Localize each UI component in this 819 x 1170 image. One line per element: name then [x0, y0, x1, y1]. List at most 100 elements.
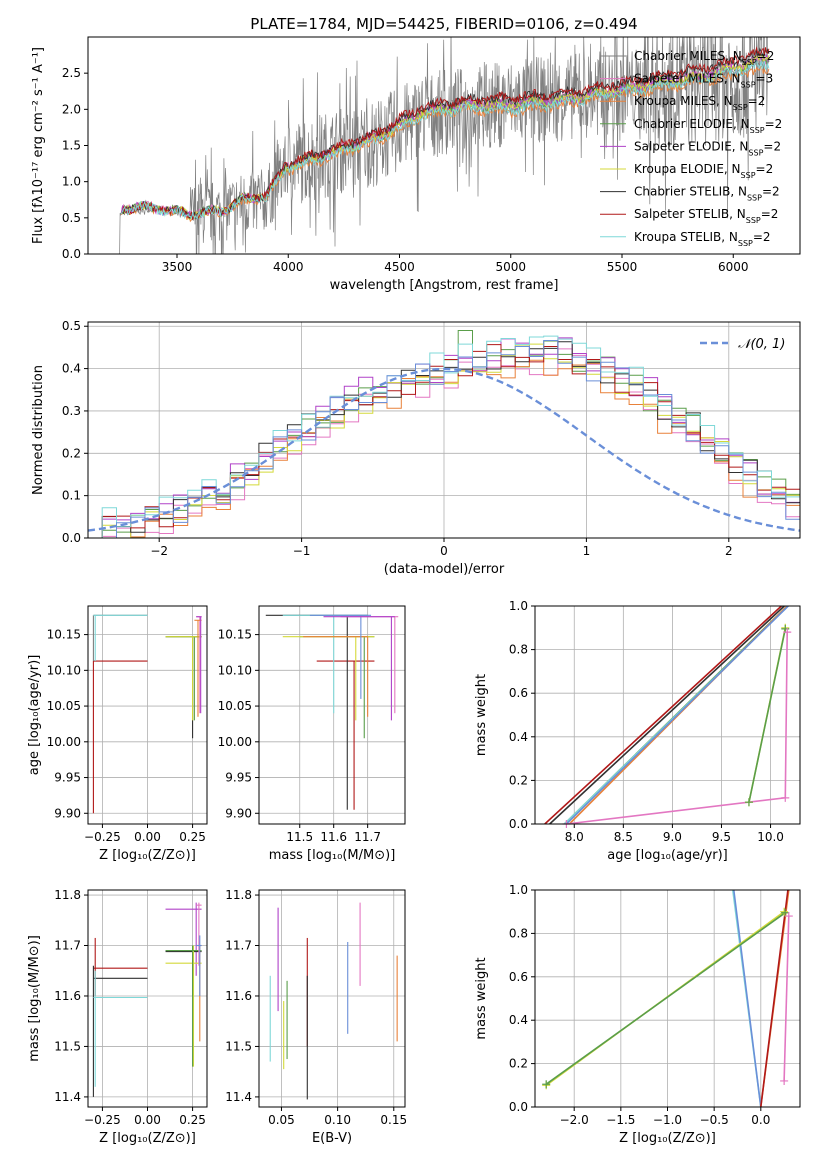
y-tick-label: 0.2 — [509, 1057, 528, 1071]
x-tick-label: −0.25 — [84, 1113, 121, 1127]
histogram-series-8 — [88, 340, 800, 538]
y-tick-label: 10.15 — [218, 628, 252, 642]
y-tick-label: 9.90 — [54, 806, 81, 820]
y-tick-label: 1.0 — [509, 883, 528, 897]
y-tick-label: 10.00 — [47, 735, 81, 749]
x-tick-label: 8.5 — [614, 830, 633, 844]
panels-group: Chabrier MILES, NSSP=2 Salpeter MILES, NS… — [27, 36, 801, 1146]
x-axis-label: wavelength [Angstrom, rest frame] — [330, 278, 559, 293]
y-tick-label: 0.3 — [62, 404, 81, 418]
legend-label: Chabrier STELIB, NSSP=2 — [634, 185, 780, 203]
histogram-series-2 — [88, 359, 800, 538]
plot-area — [544, 606, 789, 824]
plot-area — [269, 902, 398, 1100]
y-tick-label: 10.10 — [47, 663, 81, 677]
panel-spectrum: Chabrier MILES, NSSP=2 Salpeter MILES, NS… — [31, 36, 801, 293]
weight-line-0 — [544, 606, 782, 824]
x-tick-label: 4000 — [273, 260, 304, 274]
x-tick-label: 5500 — [607, 260, 638, 274]
y-tick-label: 9.90 — [225, 806, 252, 820]
y-tick-label: 11.8 — [225, 888, 252, 902]
y-tick-label: 9.95 — [54, 771, 81, 785]
y-tick-label: 0.4 — [62, 362, 81, 376]
legend-label: 𝒩(0, 1) — [738, 337, 785, 352]
y-tick-label: 0.8 — [509, 643, 528, 657]
x-tick-label: 0.05 — [268, 1113, 295, 1127]
y-tick-label: 11.6 — [225, 989, 252, 1003]
axes-frame — [258, 605, 406, 825]
plot-area — [119, 37, 770, 254]
model-line-5 — [121, 53, 770, 221]
y-axis-label: mass weight — [474, 957, 489, 1039]
model-line-8 — [120, 60, 770, 220]
point-marker-8-1 — [781, 793, 790, 802]
x-tick-label: 0.15 — [380, 1113, 407, 1127]
weight-line-8 — [566, 632, 788, 824]
y-tick-label: 0.0 — [509, 1100, 528, 1114]
x-tick-label: 2 — [725, 544, 733, 558]
x-axis-label: E(B-V) — [312, 1131, 352, 1146]
point-marker-8-2 — [783, 628, 792, 637]
weight-line-5 — [565, 606, 789, 824]
x-tick-label: 0.00 — [134, 830, 161, 844]
histogram-series-7 — [88, 335, 800, 538]
y-tick-label: 1.0 — [62, 175, 81, 189]
y-tick-label: 2.5 — [62, 66, 81, 80]
x-axis-label: Z [log₁₀(Z/Z⊙)] — [99, 848, 196, 863]
weight-line-5 — [760, 890, 789, 1107]
legend: Chabrier MILES, NSSP=2 Salpeter MILES, NS… — [600, 49, 782, 247]
y-tick-label: 11.4 — [225, 1090, 252, 1104]
x-axis-label: Z [log₁₀(Z/Z⊙)] — [99, 1131, 196, 1146]
histogram-series-1 — [88, 348, 800, 538]
y-tick-label: 0.8 — [509, 926, 528, 940]
y-tick-label: 0.5 — [62, 319, 81, 333]
x-tick-label: −1.0 — [653, 1113, 682, 1127]
weight-line-7 — [748, 628, 787, 803]
point-marker-2-1 — [780, 907, 789, 916]
x-tick-label: −0.25 — [84, 830, 121, 844]
y-tick-label: 0.0 — [62, 531, 81, 545]
y-tick-label: 11.5 — [225, 1039, 252, 1053]
legend-label: Kroupa STELIB, NSSP=2 — [634, 230, 771, 248]
x-tick-label: 10.0 — [757, 830, 784, 844]
legend-label: Salpeter STELIB, NSSP=2 — [634, 207, 778, 225]
x-tick-label: 6000 — [718, 260, 749, 274]
point-marker-3-0 — [542, 1080, 551, 1089]
y-tick-label: 11.6 — [54, 989, 81, 1003]
plot-area — [265, 614, 399, 810]
model-line-2 — [120, 65, 770, 223]
x-axis-label: age [log₁₀(age/yr)] — [607, 848, 728, 863]
y-tick-label: 0.4 — [509, 730, 528, 744]
y-tick-label: 1.5 — [62, 139, 81, 153]
y-tick-label: 10.00 — [218, 735, 252, 749]
x-tick-label: −1.5 — [606, 1113, 635, 1127]
x-tick-label: −2.0 — [560, 1113, 589, 1127]
y-tick-label: 11.5 — [54, 1039, 81, 1053]
panel-residual-histogram: 𝒩(0, 1) −2 −1 0 1 2 0.0 0.1 0.2 0.3 0.4 0.5 (data-mo… — [31, 319, 801, 577]
panel-age-vs-Z: −0.25 0.00 0.25 9.90 9.95 10.00 10.05 10.10 10.1… — [27, 605, 208, 863]
x-tick-label: 0.00 — [134, 1113, 161, 1127]
y-tick-label: 10.05 — [218, 699, 252, 713]
axes-frame — [534, 605, 801, 825]
y-tick-label: 2.0 — [62, 102, 81, 116]
x-tick-label: 3500 — [162, 260, 193, 274]
y-axis-label: mass [log₁₀(M/M⊙)] — [27, 935, 42, 1062]
x-axis-label: mass [log₁₀(M/M⊙)] — [269, 848, 396, 863]
point-marker-7-1 — [781, 624, 790, 633]
legend-label: Kroupa ELODIE, NSSP=2 — [634, 162, 773, 180]
y-tick-label: 0.2 — [62, 446, 81, 460]
weight-line-6 — [783, 915, 790, 1082]
y-axis-label: Normed distribution — [31, 365, 46, 495]
plot-area — [92, 902, 202, 1097]
legend-label: Salpeter ELODIE, NSSP=2 — [634, 139, 781, 157]
weight-line-1 — [549, 606, 785, 824]
x-tick-label: 8.0 — [565, 830, 584, 844]
legend-label: Chabrier MILES, NSSP=2 — [634, 49, 774, 67]
normal-curve — [88, 367, 800, 532]
x-tick-label: −2 — [150, 544, 168, 558]
figure-title: PLATE=1784, MJD=54425, FIBERID=0106, z=0… — [250, 15, 637, 33]
x-axis-label: (data-model)/error — [384, 562, 505, 577]
x-tick-label: 11.7 — [354, 830, 381, 844]
x-tick-label: 1 — [583, 544, 591, 558]
